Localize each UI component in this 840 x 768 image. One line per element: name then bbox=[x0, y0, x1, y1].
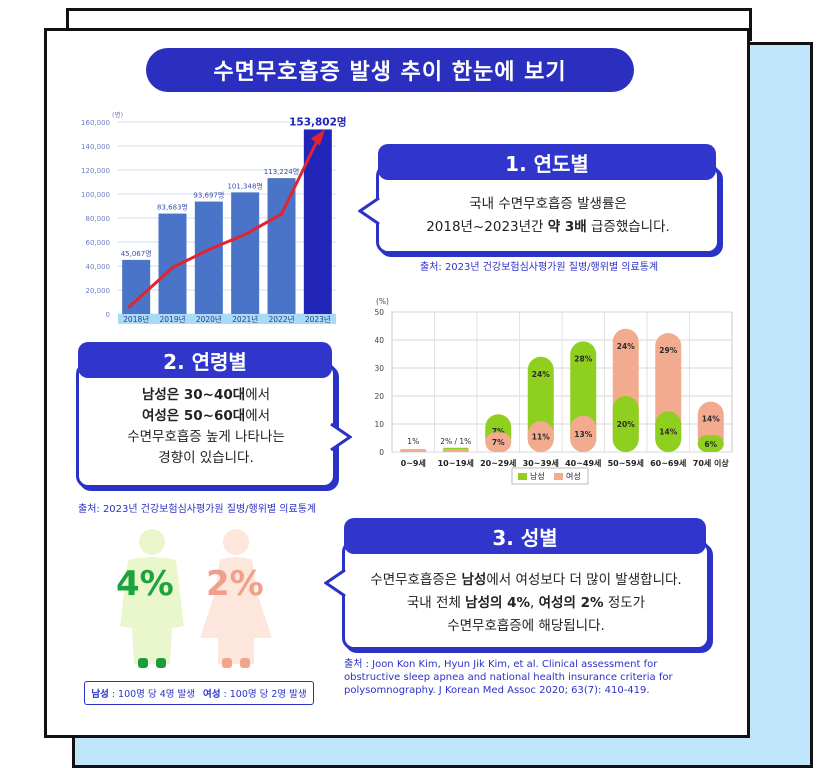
y-tick-label: 50 bbox=[374, 308, 384, 317]
y-tick-label: 140,000 bbox=[81, 143, 110, 151]
x-axis-band bbox=[118, 314, 336, 324]
bar-value-label: 45,067명 bbox=[121, 249, 152, 258]
x-tick-label: 60~69세 bbox=[650, 458, 686, 468]
female-bar-label: 13% bbox=[574, 430, 592, 439]
age-bubble: 남성은 30~40대에서 여성은 50~60대에서 수면무호흡증 높게 나타나는… bbox=[76, 362, 336, 488]
gender-legend: 남성 : 100명 당 4명 발생 여성 : 100명 당 2명 발생 bbox=[84, 681, 314, 705]
small-value-label: 1% bbox=[407, 437, 419, 446]
female-bar bbox=[442, 449, 469, 452]
legend-female-label: 여성 bbox=[566, 471, 581, 481]
female-bar-label: 11% bbox=[532, 433, 550, 442]
x-tick-label: 70세 이상 bbox=[693, 458, 730, 468]
female-bar-label: 29% bbox=[659, 346, 677, 355]
trend-line bbox=[127, 134, 322, 310]
x-tick-label: 2020년 bbox=[196, 314, 222, 324]
x-tick-label: 2021년 bbox=[232, 314, 258, 324]
y-tick-label: 30 bbox=[374, 364, 384, 373]
age-line1: 남성은 30~40대에서 bbox=[141, 387, 271, 403]
y-tick-label: 10 bbox=[374, 420, 384, 429]
legend-frame bbox=[511, 467, 589, 485]
age-heading: 2. 연령별 bbox=[78, 342, 332, 378]
y-tick-label: 40,000 bbox=[86, 263, 111, 271]
bar bbox=[267, 178, 296, 314]
x-tick-label: 20~29세 bbox=[480, 458, 516, 468]
male-bar bbox=[655, 411, 682, 452]
bar-value-label: 153,802명 bbox=[289, 115, 346, 128]
y-tick-label: 160,000 bbox=[81, 119, 110, 127]
gender-line3: 수면무호흡증에 해당됩니다. bbox=[447, 618, 605, 634]
x-tick-label: 0~9세 bbox=[401, 458, 426, 468]
legend-female-swatch bbox=[554, 473, 563, 480]
male-bar-label: 6% bbox=[704, 440, 717, 449]
page-title: 수면무호흡증 발생 추이 한눈에 보기 bbox=[146, 48, 634, 92]
x-tick-label: 50~59세 bbox=[608, 458, 644, 468]
gender-heading: 3. 성별 bbox=[344, 518, 706, 554]
age-line2: 여성은 50~60대에서 bbox=[141, 408, 271, 424]
female-bar bbox=[570, 415, 597, 452]
x-tick-label: 40~49세 bbox=[565, 458, 601, 468]
legend-male-label: 남성 bbox=[530, 472, 545, 481]
bar-value-label: 93,697명 bbox=[193, 191, 224, 200]
age-bar-chart: 0 10 20 30 40 50 (%) 1% 0~9세 2% / 1% 10~19세 7% 7% 20~… bbox=[374, 297, 733, 485]
x-tick-label: 30~39세 bbox=[523, 458, 559, 468]
y-tick-label: 20,000 bbox=[86, 287, 111, 295]
age-line4: 경향이 있습니다. bbox=[158, 450, 254, 466]
female-figure-icon bbox=[200, 529, 272, 668]
y-tick-label: 0 bbox=[379, 448, 384, 457]
male-bar-label: 7% bbox=[492, 427, 505, 436]
trend-arrowhead bbox=[310, 129, 325, 146]
female-bar bbox=[485, 432, 512, 452]
bar bbox=[194, 201, 223, 314]
x-tick-label: 2018년 bbox=[123, 314, 149, 324]
year-line1: 국내 수면무호흡증 발생률은 bbox=[469, 196, 627, 212]
x-tick-label: 2022년 bbox=[269, 314, 295, 324]
male-bar bbox=[612, 396, 639, 452]
age-bubble-pointer bbox=[330, 422, 352, 452]
bar-value-label: 101,348명 bbox=[227, 181, 262, 190]
female-bar-label: 14% bbox=[702, 415, 720, 424]
year-line2: 2018년~2023년간 약 3배 급증했습니다. bbox=[426, 219, 670, 235]
y-tick-label: 120,000 bbox=[81, 167, 110, 175]
gender-bubble-pointer bbox=[324, 568, 346, 598]
female-percent: 2% bbox=[206, 564, 264, 604]
male-bar bbox=[697, 435, 724, 452]
bar-value-label: 83,683명 bbox=[157, 203, 188, 212]
year-bubble-pointer bbox=[358, 196, 380, 226]
male-bar-label: 24% bbox=[532, 370, 550, 379]
bar bbox=[231, 192, 260, 314]
female-bar-label: 24% bbox=[617, 342, 635, 351]
y-tick-label: 40 bbox=[374, 336, 384, 345]
y-tick-label: 100,000 bbox=[81, 191, 110, 199]
gender-line2: 국내 전체 남성의 4%, 여성의 2% 정도가 bbox=[406, 595, 646, 611]
female-bar bbox=[527, 421, 554, 452]
x-tick-label: 10~19세 bbox=[438, 458, 474, 468]
age-line3: 수면무호흡증 높게 나타나는 bbox=[127, 429, 285, 445]
y-tick-label: 60,000 bbox=[86, 239, 111, 247]
male-percent: 4% bbox=[116, 564, 174, 604]
female-bar-label: 7% bbox=[492, 438, 505, 447]
gender-line1: 수면무호흡증은 남성에서 여성보다 더 많이 발생합니다. bbox=[370, 572, 682, 588]
bar bbox=[122, 259, 151, 314]
y-tick-label: 0 bbox=[106, 311, 110, 319]
male-bar-label: 20% bbox=[617, 420, 635, 429]
year-bar-chart: 0 20,000 40,000 60,000 80,000 100,000 120,000 1… bbox=[81, 110, 347, 324]
legend-male-swatch bbox=[518, 473, 527, 480]
y-tick-label: 80,000 bbox=[86, 215, 111, 223]
x-tick-label: 2019년 bbox=[160, 314, 186, 324]
female-bar bbox=[400, 449, 427, 452]
gender-source: 출처 : Joon Kon Kim, Hyun Jik Kim, et al. … bbox=[344, 659, 673, 696]
y-unit-label: (%) bbox=[376, 297, 389, 306]
year-source: 출처: 2023년 건강보험심사평가원 질병/행위별 의료통계 bbox=[420, 262, 659, 273]
x-tick-label: 2023년 bbox=[305, 314, 331, 324]
y-tick-label: 20 bbox=[374, 392, 384, 401]
y-unit-label: (명) bbox=[112, 110, 123, 119]
male-bar-label: 14% bbox=[659, 428, 677, 437]
male-bar-label: 28% bbox=[574, 354, 592, 363]
age-source: 출처: 2023년 건강보험심사평가원 질병/행위별 의료통계 bbox=[78, 504, 317, 515]
small-value-label: 2% / 1% bbox=[440, 437, 471, 446]
bar-value-label: 113,224명 bbox=[264, 167, 299, 176]
gender-bubble: 수면무호흡증은 남성에서 여성보다 더 많이 발생합니다. 국내 전체 남성의 … bbox=[342, 540, 710, 650]
year-heading: 1. 연도별 bbox=[378, 144, 716, 180]
male-figure-icon bbox=[120, 529, 184, 668]
